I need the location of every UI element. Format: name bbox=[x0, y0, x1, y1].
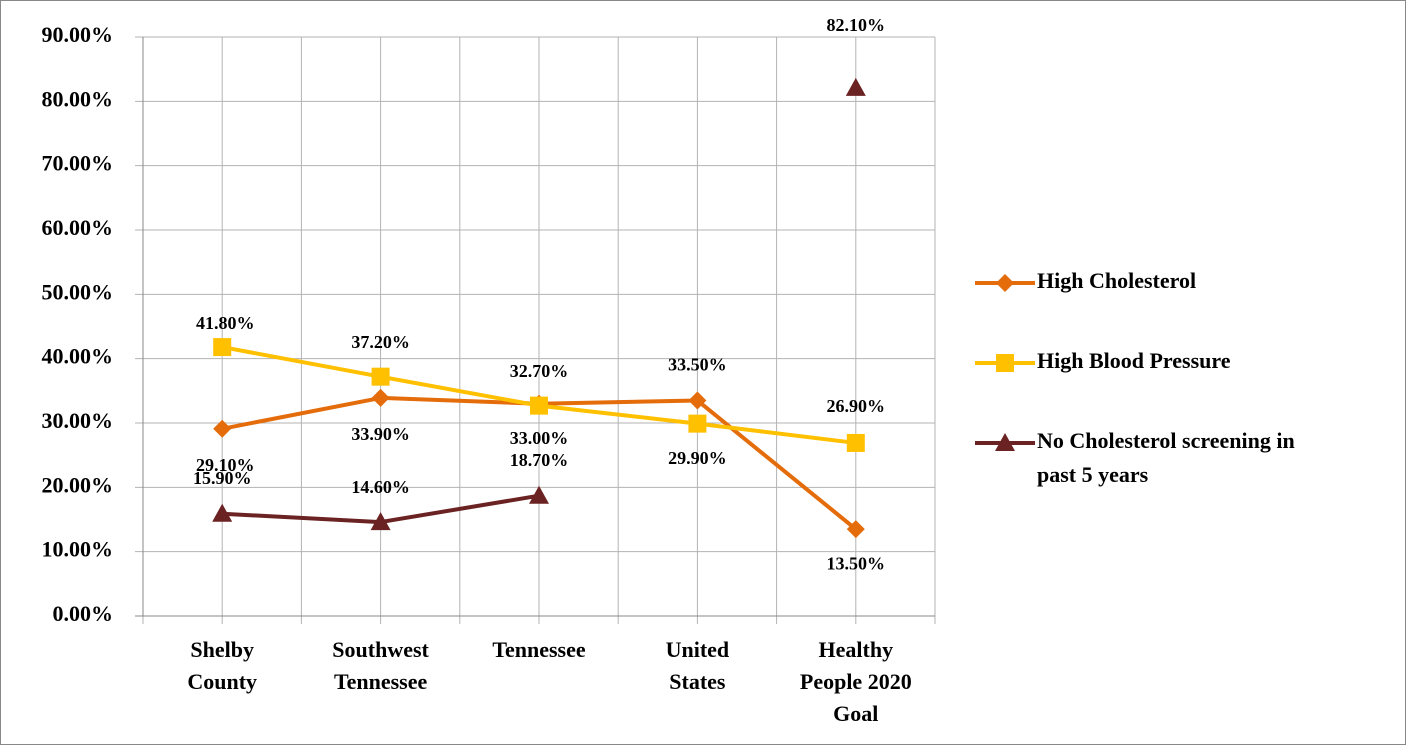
y-tick-label: 10.00% bbox=[42, 537, 114, 562]
data-label: 41.80% bbox=[196, 313, 255, 333]
marker bbox=[688, 414, 707, 433]
marker bbox=[996, 274, 1014, 292]
y-tick-label: 60.00% bbox=[42, 215, 114, 240]
data-label: 37.20% bbox=[351, 332, 410, 352]
data-label: 18.70% bbox=[510, 450, 569, 470]
data-label: 33.90% bbox=[351, 424, 410, 444]
y-tick-label: 30.00% bbox=[42, 408, 114, 433]
marker bbox=[688, 391, 707, 410]
y-tick-label: 80.00% bbox=[42, 86, 114, 111]
y-tick-label: 40.00% bbox=[42, 344, 114, 369]
data-label: 13.50% bbox=[827, 553, 886, 573]
y-tick-label: 0.00% bbox=[53, 601, 114, 626]
data-label: 26.90% bbox=[827, 396, 886, 416]
marker bbox=[370, 512, 391, 531]
x-tick-label: Shelby County bbox=[187, 637, 257, 694]
marker bbox=[846, 520, 865, 539]
data-label: 29.10% bbox=[196, 455, 255, 475]
marker bbox=[213, 338, 232, 357]
legend-label: High Cholesterol bbox=[1037, 268, 1196, 293]
marker bbox=[846, 433, 865, 452]
x-tick-label: United States bbox=[666, 637, 730, 694]
data-label: 15.90% bbox=[193, 468, 252, 488]
data-label: 32.70% bbox=[510, 361, 569, 381]
marker bbox=[529, 485, 549, 504]
y-tick-label: 70.00% bbox=[42, 151, 114, 176]
data-label: 82.10% bbox=[827, 15, 886, 35]
legend-label: High Blood Pressure bbox=[1037, 348, 1231, 373]
data-label: 33.00% bbox=[510, 428, 569, 448]
marker bbox=[530, 396, 548, 415]
marker bbox=[212, 503, 233, 522]
x-tick-label: Tennessee bbox=[492, 637, 586, 662]
legend-label: No Cholesterol screening in past 5 years bbox=[1037, 428, 1295, 487]
marker bbox=[213, 419, 232, 438]
marker bbox=[995, 433, 1015, 451]
y-tick-label: 50.00% bbox=[42, 279, 114, 304]
x-tick-label: Southwest Tennessee bbox=[332, 637, 429, 694]
marker bbox=[371, 388, 390, 407]
data-label: 29.90% bbox=[668, 448, 727, 468]
marker bbox=[845, 77, 866, 96]
marker bbox=[371, 367, 390, 386]
data-label: 33.50% bbox=[668, 355, 727, 375]
marker bbox=[996, 354, 1014, 372]
y-tick-label: 20.00% bbox=[42, 472, 114, 497]
x-tick-label: Healthy People 2020 Goal bbox=[800, 637, 912, 726]
y-tick-label: 90.00% bbox=[42, 22, 114, 47]
data-label: 14.60% bbox=[351, 477, 410, 497]
